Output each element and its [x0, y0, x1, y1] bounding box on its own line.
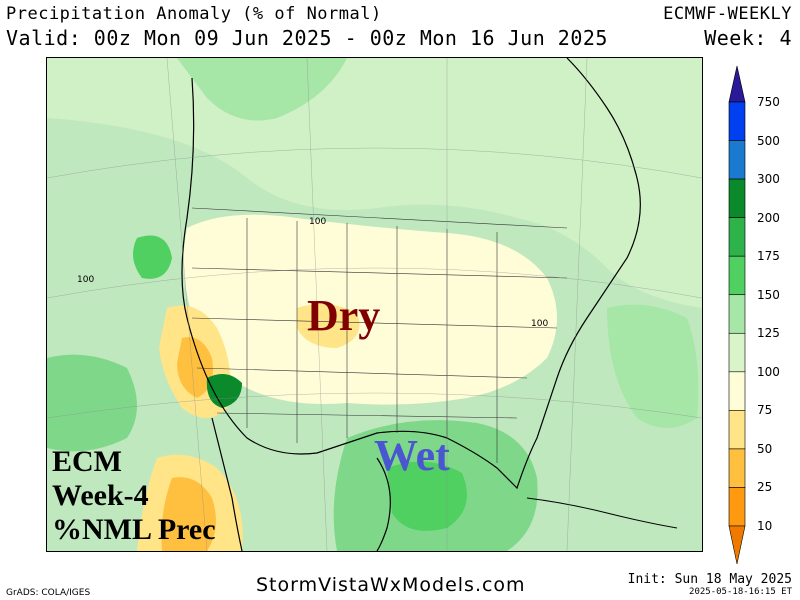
- colorbar-cell: [728, 487, 746, 527]
- valid-time: Valid: 00z Mon 09 Jun 2025 - 00z Mon 16 …: [6, 26, 608, 50]
- colorbar-tick-label: 300: [757, 172, 780, 187]
- wet-label: Wet: [374, 431, 450, 480]
- website-credit: StormVistaWxModels.com: [256, 574, 526, 596]
- annotation-line: ECM: [52, 445, 122, 478]
- wet-zone-atlantic: [607, 304, 699, 428]
- forecast-week: Week: 4: [704, 26, 792, 50]
- graticule: [47, 58, 702, 551]
- coastline-north-america: [181, 58, 641, 490]
- colorbar-cell: [728, 448, 746, 488]
- colorbar-cell: [728, 332, 746, 373]
- colorbar-tick-label: 150: [757, 287, 780, 302]
- annotation-line: %NML Prec: [52, 513, 216, 546]
- colorbar-tick-label: 50: [757, 441, 773, 456]
- colorbar-cell: [728, 294, 746, 334]
- colorbar-arrow-bottom: [728, 525, 746, 565]
- dry-spot-plains: [297, 304, 360, 348]
- colorbar: [728, 65, 746, 565]
- colorbar-cell: [728, 101, 746, 141]
- precip-anomaly-map: 100 100 100: [46, 57, 703, 552]
- contour-label: 100: [309, 217, 326, 227]
- colorbar-tick-label: 175: [757, 249, 780, 264]
- contour-label: 100: [531, 319, 548, 329]
- colorbar-tick-label: 200: [757, 210, 780, 225]
- coastline-caribbean: [526, 497, 678, 529]
- colorbar-tick-label: 25: [757, 480, 773, 495]
- near-normal-zone-north: [47, 58, 702, 308]
- colorbar-cells: [728, 101, 746, 527]
- colorbar-cell: [728, 178, 746, 218]
- wet-zone-arctic: [177, 58, 347, 121]
- colorbar-tick-label: 75: [757, 403, 773, 418]
- colorbar-tick-label: 125: [757, 326, 780, 341]
- colorbar-cell: [728, 255, 746, 296]
- colorbar-tick-label: 500: [757, 133, 780, 148]
- colorbar-cell: [728, 217, 746, 257]
- dry-spot-west: [177, 337, 213, 398]
- wet-zone-pacific: [47, 354, 137, 452]
- dry-zone-interior: [183, 214, 557, 405]
- wet-spot-northwest: [133, 235, 172, 279]
- colorbar-arrow-top: [728, 65, 746, 103]
- model-name: ECMWF-WEEKLY: [663, 4, 792, 24]
- map-canvas: 100 100 100: [47, 58, 702, 551]
- colorbar-tick-label: 100: [757, 364, 780, 379]
- init-time: Init: Sun 18 May 2025: [627, 572, 792, 587]
- colorbar-tick-label: 750: [757, 95, 780, 109]
- colorbar-cell: [728, 410, 746, 450]
- coastline-baja: [211, 417, 243, 551]
- contour-label: 100: [77, 275, 94, 285]
- coastline-mexico-gulf: [376, 457, 391, 551]
- map-title: Precipitation Anomaly (% of Normal): [6, 4, 382, 24]
- grads-credit: GrADS: COLA/IGES: [6, 588, 91, 598]
- annotation-line: Week-4: [52, 479, 149, 512]
- colorbar-cell: [728, 140, 746, 180]
- timestamp: 2025-05-18-16:15 ET: [689, 587, 792, 597]
- colorbar-cell: [728, 371, 746, 411]
- colorbar-tick-label: 10: [757, 519, 773, 533]
- wet-spot-southwest: [206, 374, 242, 408]
- dry-label: Dry: [307, 291, 381, 340]
